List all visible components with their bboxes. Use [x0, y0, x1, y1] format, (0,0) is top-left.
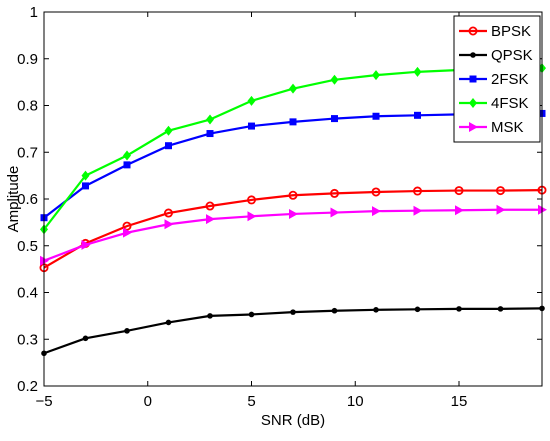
x-tick-label: 5: [247, 393, 255, 410]
legend: BPSK QPSK 2FSK 4FSK MSK: [453, 15, 541, 143]
qpsk-point: [248, 311, 255, 318]
legend-marker-msk: [469, 122, 478, 132]
4fsk-point: [413, 66, 422, 77]
y-tick-label: 0.9: [17, 51, 38, 68]
msk-point: [247, 211, 257, 222]
legend-marker-4fsk: [469, 98, 477, 108]
4fsk-point: [289, 83, 297, 94]
2fsk-point: [248, 122, 255, 130]
qpsk-point: [331, 307, 338, 314]
2fsk-point: [123, 161, 131, 169]
qpsk-point: [456, 306, 462, 312]
series-layer: [39, 63, 547, 357]
msk-point: [289, 208, 298, 219]
msk-point: [455, 205, 464, 216]
msk-point: [330, 207, 340, 218]
4fsk-point: [247, 95, 256, 106]
qpsk-point: [124, 328, 130, 334]
qpsk-point: [373, 306, 379, 313]
y-tick-label: 0.2: [17, 378, 38, 395]
bpsk-point: [205, 201, 215, 211]
bpsk-point: [495, 186, 505, 196]
x-tick-label: 10: [347, 393, 364, 410]
x-tick-label: 0: [144, 393, 152, 410]
legend-label-4fsk: 4FSK: [491, 95, 529, 112]
4fsk-point: [372, 70, 380, 81]
y-tick-label: 0.6: [17, 191, 38, 208]
qpsk-point: [290, 309, 296, 315]
bpsk-point: [454, 186, 464, 196]
bpsk-point: [412, 186, 422, 196]
qpsk-point: [497, 306, 504, 312]
y-tick-label: 0.8: [17, 98, 38, 115]
msk-point: [496, 204, 506, 215]
bpsk-point: [246, 195, 256, 205]
x-axis-title: SNR (dB): [261, 412, 325, 429]
qpsk-point: [82, 335, 89, 342]
msk-point: [164, 219, 174, 230]
2fsk-point: [165, 142, 172, 150]
2fsk-point: [82, 182, 89, 190]
legend-marker-bpsk: [468, 26, 478, 36]
legend-label-2fsk: 2FSK: [491, 71, 529, 88]
y-tick-label: 0.7: [17, 144, 38, 161]
2fsk-point: [206, 130, 214, 138]
msk-point: [123, 227, 132, 238]
bpsk-line: [43, 189, 543, 269]
msk-point: [81, 239, 91, 250]
4fsk-point: [81, 170, 90, 181]
bpsk-point: [371, 187, 381, 197]
qpsk-point: [165, 319, 172, 326]
y-axis-title: Amplitude: [5, 166, 22, 233]
legend-label-bpsk: BPSK: [491, 23, 531, 40]
2fsk-point: [372, 112, 380, 120]
ticks-layer: −5 0 5 10 15 0.2 0.3 0.4 0.5 0.6 0.7 0.8 0.9 1: [17, 4, 542, 410]
series-qpsk: [41, 305, 545, 357]
bpsk-point: [163, 208, 173, 218]
y-tick-label: 0.5: [17, 238, 38, 255]
2fsk-point: [414, 111, 421, 119]
msk-point: [206, 214, 215, 225]
x-tick-label: 15: [451, 393, 468, 410]
4fsk-point: [206, 114, 214, 125]
legend-marker-2fsk: [469, 75, 477, 83]
series-bpsk: [39, 185, 547, 273]
legend-marker-qpsk: [470, 52, 476, 58]
qpsk-point: [207, 313, 213, 319]
bpsk-point: [122, 221, 132, 231]
y-tick-label: 1: [30, 4, 38, 21]
bpsk-point: [288, 190, 298, 200]
2fsk-point: [289, 118, 297, 126]
bpsk-point: [329, 188, 339, 198]
legend-label-msk: MSK: [491, 119, 524, 136]
legend-label-qpsk: QPSK: [491, 47, 533, 64]
2fsk-point: [331, 115, 338, 123]
y-tick-label: 0.4: [17, 285, 38, 302]
x-tick-label: −5: [35, 393, 52, 410]
qpsk-point: [414, 306, 421, 313]
4fsk-point: [123, 150, 131, 161]
y-tick-label: 0.3: [17, 331, 38, 348]
4fsk-point: [330, 74, 339, 85]
4fsk-point: [164, 125, 173, 136]
msk-point: [372, 206, 381, 217]
msk-point: [413, 205, 423, 216]
